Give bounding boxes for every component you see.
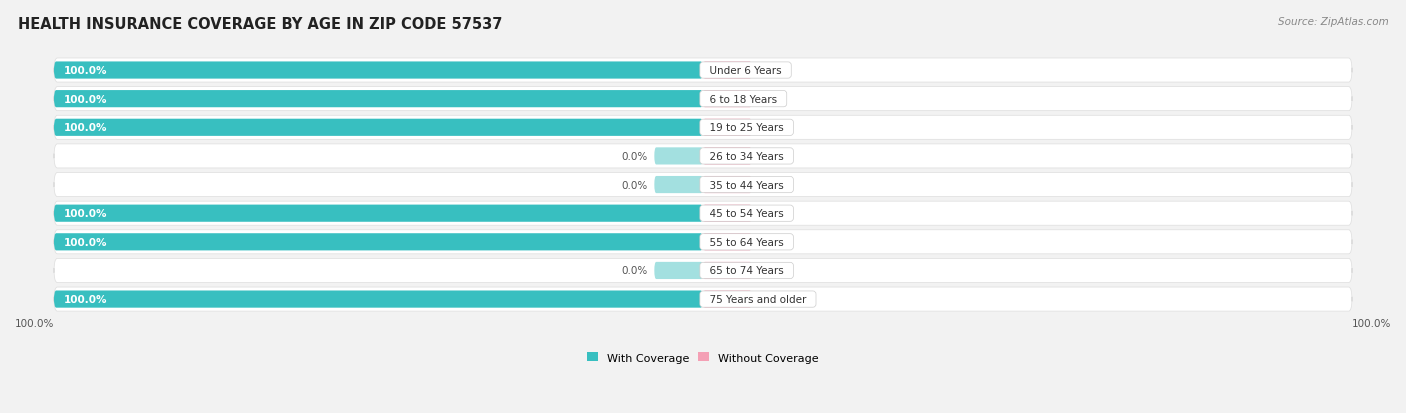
FancyBboxPatch shape: [703, 91, 752, 108]
Text: 75 Years and older: 75 Years and older: [703, 294, 813, 304]
FancyBboxPatch shape: [654, 262, 703, 279]
Text: 100.0%: 100.0%: [63, 209, 107, 218]
Text: 0.0%: 0.0%: [758, 266, 785, 276]
Text: 65 to 74 Years: 65 to 74 Years: [703, 266, 790, 276]
Text: 0.0%: 0.0%: [758, 123, 785, 133]
Text: 0.0%: 0.0%: [758, 152, 785, 161]
FancyBboxPatch shape: [703, 291, 752, 308]
FancyBboxPatch shape: [53, 287, 1353, 311]
Text: 100.0%: 100.0%: [63, 294, 107, 304]
Text: 35 to 44 Years: 35 to 44 Years: [703, 180, 790, 190]
Text: 0.0%: 0.0%: [621, 152, 648, 161]
Text: 6 to 18 Years: 6 to 18 Years: [703, 95, 783, 104]
FancyBboxPatch shape: [654, 176, 703, 194]
FancyBboxPatch shape: [53, 88, 1353, 112]
FancyBboxPatch shape: [53, 291, 703, 308]
FancyBboxPatch shape: [53, 119, 703, 137]
Text: 0.0%: 0.0%: [621, 180, 648, 190]
Text: Under 6 Years: Under 6 Years: [703, 66, 789, 76]
FancyBboxPatch shape: [703, 205, 752, 222]
Text: 100.0%: 100.0%: [1351, 319, 1391, 329]
Text: 0.0%: 0.0%: [621, 266, 648, 276]
Legend: With Coverage, Without Coverage: With Coverage, Without Coverage: [582, 348, 824, 367]
FancyBboxPatch shape: [703, 62, 752, 79]
Text: Source: ZipAtlas.com: Source: ZipAtlas.com: [1278, 17, 1389, 26]
FancyBboxPatch shape: [53, 62, 703, 79]
FancyBboxPatch shape: [703, 148, 752, 165]
Text: 100.0%: 100.0%: [63, 237, 107, 247]
Text: 26 to 34 Years: 26 to 34 Years: [703, 152, 790, 161]
Text: HEALTH INSURANCE COVERAGE BY AGE IN ZIP CODE 57537: HEALTH INSURANCE COVERAGE BY AGE IN ZIP …: [18, 17, 503, 31]
FancyBboxPatch shape: [53, 230, 1353, 254]
Text: 55 to 64 Years: 55 to 64 Years: [703, 237, 790, 247]
Text: 0.0%: 0.0%: [758, 95, 785, 104]
FancyBboxPatch shape: [703, 234, 752, 251]
FancyBboxPatch shape: [53, 116, 1353, 140]
Text: 100.0%: 100.0%: [63, 123, 107, 133]
FancyBboxPatch shape: [53, 145, 1353, 169]
FancyBboxPatch shape: [53, 59, 1353, 83]
FancyBboxPatch shape: [703, 119, 752, 137]
Text: 0.0%: 0.0%: [758, 237, 785, 247]
Text: 0.0%: 0.0%: [758, 66, 785, 76]
Text: 0.0%: 0.0%: [758, 180, 785, 190]
FancyBboxPatch shape: [53, 259, 1353, 283]
Text: 100.0%: 100.0%: [63, 95, 107, 104]
FancyBboxPatch shape: [53, 173, 1353, 197]
FancyBboxPatch shape: [703, 262, 752, 279]
Text: 100.0%: 100.0%: [15, 319, 55, 329]
Text: 19 to 25 Years: 19 to 25 Years: [703, 123, 790, 133]
FancyBboxPatch shape: [654, 148, 703, 165]
Text: 0.0%: 0.0%: [758, 294, 785, 304]
Text: 45 to 54 Years: 45 to 54 Years: [703, 209, 790, 218]
FancyBboxPatch shape: [53, 234, 703, 251]
FancyBboxPatch shape: [53, 91, 703, 108]
FancyBboxPatch shape: [53, 205, 703, 222]
FancyBboxPatch shape: [703, 176, 752, 194]
Text: 100.0%: 100.0%: [63, 66, 107, 76]
FancyBboxPatch shape: [53, 202, 1353, 225]
Text: 0.0%: 0.0%: [758, 209, 785, 218]
